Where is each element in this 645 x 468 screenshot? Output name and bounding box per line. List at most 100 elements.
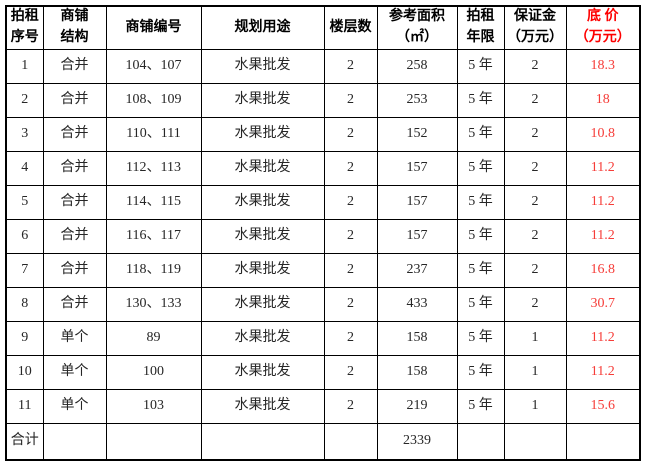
table-cell: 水果批发 (200, 286, 325, 322)
table-cell: 2339 (376, 422, 458, 461)
table-cell: 103 (105, 388, 202, 424)
table-cell: 11.2 (565, 184, 641, 220)
table-cell: 5 年 (456, 184, 505, 220)
table-cell: 1 (503, 388, 567, 424)
table-cell: 89 (105, 320, 202, 356)
table-cell (456, 422, 505, 461)
table-cell: 合并 (42, 286, 107, 322)
table-row: 2 合并 108、109 水果批发 2 253 5 年 2 18 (5, 82, 641, 118)
col-header-lease-term: 拍租 年限 (456, 5, 505, 50)
table-cell: 水果批发 (200, 82, 325, 118)
table-cell: 2 (323, 286, 378, 322)
table-cell: 2 (323, 48, 378, 84)
table-cell: 合并 (42, 116, 107, 152)
table-cell: 118、119 (105, 252, 202, 288)
table-cell: 2 (503, 184, 567, 220)
table-cell: 11.2 (565, 218, 641, 254)
table-cell: 5 年 (456, 48, 505, 84)
table-cell: 合并 (42, 252, 107, 288)
table-cell: 5 年 (456, 150, 505, 186)
table-cell (565, 422, 641, 461)
table-cell: 水果批发 (200, 354, 325, 390)
table-cell: 9 (5, 320, 44, 356)
table-cell: 1 (503, 354, 567, 390)
table-cell: 2 (503, 82, 567, 118)
table-cell: 11.2 (565, 354, 641, 390)
table-cell: 157 (376, 150, 458, 186)
table-cell: 1 (5, 48, 44, 84)
table-cell: 合并 (42, 48, 107, 84)
table-cell: 104、107 (105, 48, 202, 84)
table-row: 5 合并 114、115 水果批发 2 157 5 年 2 11.2 (5, 184, 641, 220)
col-header-floor-count: 楼层数 (323, 5, 378, 50)
table-row: 10 单个 100 水果批发 2 158 5 年 1 11.2 (5, 354, 641, 390)
table-cell (200, 422, 325, 461)
table-cell: 10 (5, 354, 44, 390)
col-header-deposit: 保证金 （万元） (503, 5, 567, 50)
table-row: 3 合并 110、111 水果批发 2 152 5 年 2 10.8 (5, 116, 641, 152)
table-cell: 116、117 (105, 218, 202, 254)
table-cell: 5 年 (456, 116, 505, 152)
table-cell: 水果批发 (200, 150, 325, 186)
table-cell: 100 (105, 354, 202, 390)
table-cell: 2 (323, 252, 378, 288)
table-cell: 5 年 (456, 286, 505, 322)
table-cell: 18.3 (565, 48, 641, 84)
table-cell: 110、111 (105, 116, 202, 152)
table-cell: 157 (376, 184, 458, 220)
table-cell: 157 (376, 218, 458, 254)
table-cell: 11.2 (565, 320, 641, 356)
table-row: 11 单个 103 水果批发 2 219 5 年 1 15.6 (5, 388, 641, 424)
table-cell: 水果批发 (200, 184, 325, 220)
table-cell: 2 (503, 150, 567, 186)
table-cell: 18 (565, 82, 641, 118)
table-cell: 7 (5, 252, 44, 288)
table-cell: 2 (323, 116, 378, 152)
table-row: 9 单个 89 水果批发 2 158 5 年 1 11.2 (5, 320, 641, 356)
table-cell: 219 (376, 388, 458, 424)
table-cell: 8 (5, 286, 44, 322)
table-cell: 6 (5, 218, 44, 254)
table-cell: 合并 (42, 150, 107, 186)
table-cell: 2 (323, 388, 378, 424)
table-cell: 158 (376, 354, 458, 390)
table-cell: 5 年 (456, 218, 505, 254)
col-header-planned-use: 规划用途 (200, 5, 325, 50)
table-cell: 水果批发 (200, 218, 325, 254)
table-cell: 合并 (42, 184, 107, 220)
table-cell (42, 422, 107, 461)
table-cell: 11 (5, 388, 44, 424)
shop-rental-table: 拍租 序号 商铺 结构 商铺编号 规划用途 楼层数 参考面积 （㎡） 拍租 年限… (5, 5, 641, 461)
table-cell: 水果批发 (200, 116, 325, 152)
table-body: 1 合并 104、107 水果批发 2 258 5 年 2 18.3 2 合并 108、109 水果批发… (5, 48, 641, 461)
table-cell: 水果批发 (200, 252, 325, 288)
table-cell: 2 (503, 48, 567, 84)
table-cell: 11.2 (565, 150, 641, 186)
table-cell: 合计 (5, 422, 44, 461)
table-cell: 2 (503, 286, 567, 322)
table-cell: 水果批发 (200, 388, 325, 424)
col-header-auction-seq: 拍租 序号 (5, 5, 44, 50)
table-cell: 433 (376, 286, 458, 322)
table-cell: 5 年 (456, 82, 505, 118)
header-row: 拍租 序号 商铺 结构 商铺编号 规划用途 楼层数 参考面积 （㎡） 拍租 年限… (5, 5, 641, 50)
table-cell: 2 (323, 354, 378, 390)
table-cell: 253 (376, 82, 458, 118)
table-cell: 2 (5, 82, 44, 118)
table-row: 4 合并 112、113 水果批发 2 157 5 年 2 11.2 (5, 150, 641, 186)
table-cell: 合并 (42, 218, 107, 254)
table-row: 6 合并 116、117 水果批发 2 157 5 年 2 11.2 (5, 218, 641, 254)
table-cell: 152 (376, 116, 458, 152)
col-header-base-price: 底 价 （万元） (565, 5, 641, 50)
table-cell: 2 (323, 150, 378, 186)
table-row: 1 合并 104、107 水果批发 2 258 5 年 2 18.3 (5, 48, 641, 84)
table-cell: 2 (323, 218, 378, 254)
table-cell: 258 (376, 48, 458, 84)
table-cell: 2 (503, 116, 567, 152)
table-header: 拍租 序号 商铺 结构 商铺编号 规划用途 楼层数 参考面积 （㎡） 拍租 年限… (5, 5, 641, 50)
table-cell: 108、109 (105, 82, 202, 118)
table-cell: 2 (323, 184, 378, 220)
table-cell: 114、115 (105, 184, 202, 220)
table-cell: 3 (5, 116, 44, 152)
